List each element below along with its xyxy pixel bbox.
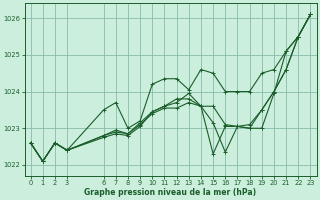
X-axis label: Graphe pression niveau de la mer (hPa): Graphe pression niveau de la mer (hPa) <box>84 188 257 197</box>
